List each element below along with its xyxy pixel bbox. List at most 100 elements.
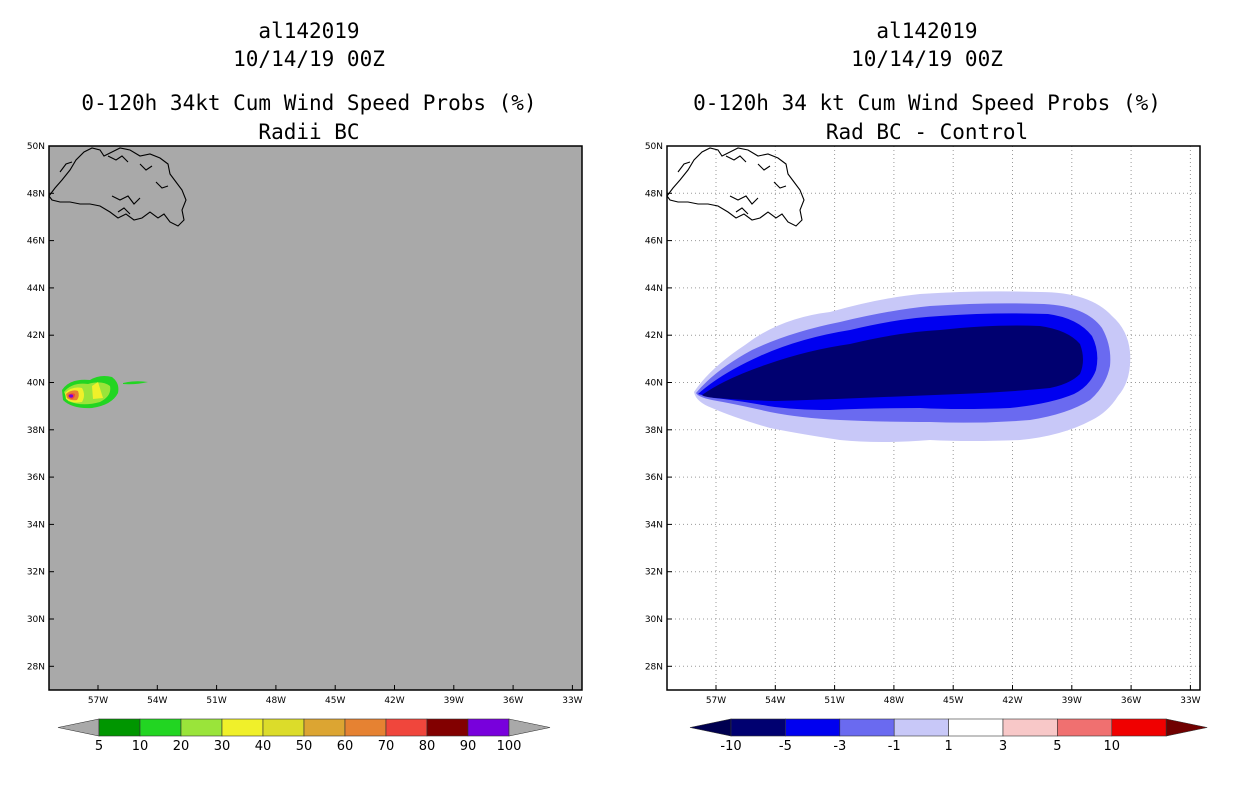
right-lon-label: 33W <box>1180 696 1200 706</box>
right-lat-label: 38N <box>645 426 663 436</box>
left-colorbar-label: 5 <box>95 739 103 754</box>
left-colorbar-label: 100 <box>497 739 522 754</box>
left-colorbar-label: 80 <box>419 739 436 754</box>
right-lat-label: 44N <box>645 284 663 294</box>
right-longitude-axis: 57W 54W 51W 48W 45W 42W 39W 36W 33W <box>706 685 1201 706</box>
left-subtitle: Radii BC <box>258 120 359 144</box>
left-colorbar-swatch <box>139 718 182 737</box>
left-lon-label: 42W <box>384 696 404 706</box>
right-colorbar-swatch <box>730 718 786 737</box>
right-product-title: 0-120h 34 kt Cum Wind Speed Probs (%) <box>693 91 1161 115</box>
left-lon-label: 36W <box>503 696 523 706</box>
right-lat-label: 30N <box>645 615 663 625</box>
right-lat-label: 32N <box>645 568 663 578</box>
right-colorbar-label: -1 <box>888 739 901 754</box>
right-colorbar: -10 -5 -3 -1 1 3 5 10 <box>689 718 1208 754</box>
left-colorbar-label: 20 <box>173 739 190 754</box>
right-colorbar-label: -5 <box>779 739 792 754</box>
right-newfoundland-coastline <box>666 147 805 227</box>
left-latitude-axis: 28N 30N 32N 34N 36N 38N 40N 42N 44N 46N 48N 50N <box>27 142 54 672</box>
left-colorbar-label: 10 <box>132 739 149 754</box>
left-lat-label: 44N <box>27 284 45 294</box>
left-map-background <box>49 146 582 690</box>
left-colorbar-swatch <box>98 718 141 737</box>
right-colorbar-label: 10 <box>1104 739 1121 754</box>
right-datetime: 10/14/19 00Z <box>851 47 1003 71</box>
right-colorbar-swatch <box>839 718 895 737</box>
left-colorbar-swatch <box>426 718 469 737</box>
left-lat-label: 36N <box>27 473 45 483</box>
right-subtitle: Rad BC - Control <box>826 120 1028 144</box>
left-lon-label: 57W <box>88 696 108 706</box>
left-product-title: 0-120h 34kt Cum Wind Speed Probs (%) <box>81 91 536 115</box>
right-lon-label: 57W <box>706 696 726 706</box>
right-lat-label: 28N <box>645 662 663 672</box>
left-lon-label: 45W <box>325 696 345 706</box>
left-colorbar-label: 50 <box>296 739 313 754</box>
right-difference-shading <box>694 291 1131 442</box>
right-colorbar-swatch <box>1002 718 1058 737</box>
right-colorbar-label: -10 <box>720 739 741 754</box>
right-colorbar-label: 1 <box>944 739 952 754</box>
left-colorbar-swatch <box>467 718 510 737</box>
left-newfoundland-coastline <box>48 147 187 227</box>
right-lat-label: 46N <box>645 237 663 247</box>
left-lon-label: 51W <box>206 696 226 706</box>
left-lon-label: 48W <box>266 696 286 706</box>
right-lon-label: 36W <box>1121 696 1141 706</box>
right-lon-label: 39W <box>1062 696 1082 706</box>
right-colorbar-high-arrow <box>1165 718 1208 737</box>
left-lat-label: 38N <box>27 426 45 436</box>
right-storm-id: al142019 <box>876 19 977 43</box>
right-colorbar-swatch <box>893 718 949 737</box>
left-datetime: 10/14/19 00Z <box>233 47 385 71</box>
left-map-frame <box>48 145 583 691</box>
left-lat-label: 30N <box>27 615 45 625</box>
left-lat-label: 32N <box>27 568 45 578</box>
right-map-frame <box>666 145 1201 691</box>
right-lat-label: 42N <box>645 331 663 341</box>
left-panel: al142019 10/14/19 00Z 0-120h 34kt Cum Wi… <box>27 19 583 754</box>
left-colorbar-label: 70 <box>378 739 395 754</box>
right-colorbar-low-arrow <box>689 718 732 737</box>
right-lon-label: 48W <box>884 696 904 706</box>
left-colorbar-swatch <box>303 718 346 737</box>
right-lat-label: 36N <box>645 473 663 483</box>
left-prob-shading <box>62 376 148 409</box>
left-colorbar-swatch <box>180 718 223 737</box>
left-storm-id: al142019 <box>258 19 359 43</box>
right-lat-label: 48N <box>645 189 663 199</box>
right-colorbar-swatch <box>948 718 1004 737</box>
left-longitude-axis: 57W 54W 51W 48W 45W 42W 39W 36W 33W <box>88 685 583 706</box>
left-colorbar: 5 10 20 30 40 50 60 70 80 90 100 <box>57 718 551 754</box>
left-lon-label: 33W <box>562 696 582 706</box>
right-panel: al142019 10/14/19 00Z 0-120h 34 kt Cum W… <box>645 19 1208 754</box>
right-lat-label: 40N <box>645 379 663 389</box>
right-lon-label: 54W <box>765 696 785 706</box>
right-lat-label: 34N <box>645 520 663 530</box>
left-lat-label: 40N <box>27 379 45 389</box>
right-lon-label: 42W <box>1002 696 1022 706</box>
left-lon-label: 39W <box>444 696 464 706</box>
left-prob-peak <box>68 394 74 398</box>
left-colorbar-swatch <box>344 718 387 737</box>
right-colorbar-swatch <box>1111 718 1167 737</box>
right-lat-label: 50N <box>645 142 663 152</box>
left-lat-label: 46N <box>27 237 45 247</box>
left-colorbar-label: 90 <box>460 739 477 754</box>
left-colorbar-low-arrow <box>57 718 100 737</box>
left-colorbar-swatch <box>385 718 428 737</box>
right-colorbar-label: -3 <box>833 739 846 754</box>
right-colorbar-label: 3 <box>999 739 1007 754</box>
left-lat-label: 42N <box>27 331 45 341</box>
right-diff-minus10-area <box>702 325 1083 401</box>
left-lat-label: 48N <box>27 189 45 199</box>
left-lat-label: 34N <box>27 520 45 530</box>
right-lon-label: 45W <box>943 696 963 706</box>
left-colorbar-swatch <box>262 718 305 737</box>
left-lat-label: 50N <box>27 142 45 152</box>
left-colorbar-label: 30 <box>214 739 231 754</box>
right-latitude-axis: 28N 30N 32N 34N 36N 38N 40N 42N 44N 46N 48N 50N <box>645 142 672 672</box>
left-colorbar-label: 60 <box>337 739 354 754</box>
